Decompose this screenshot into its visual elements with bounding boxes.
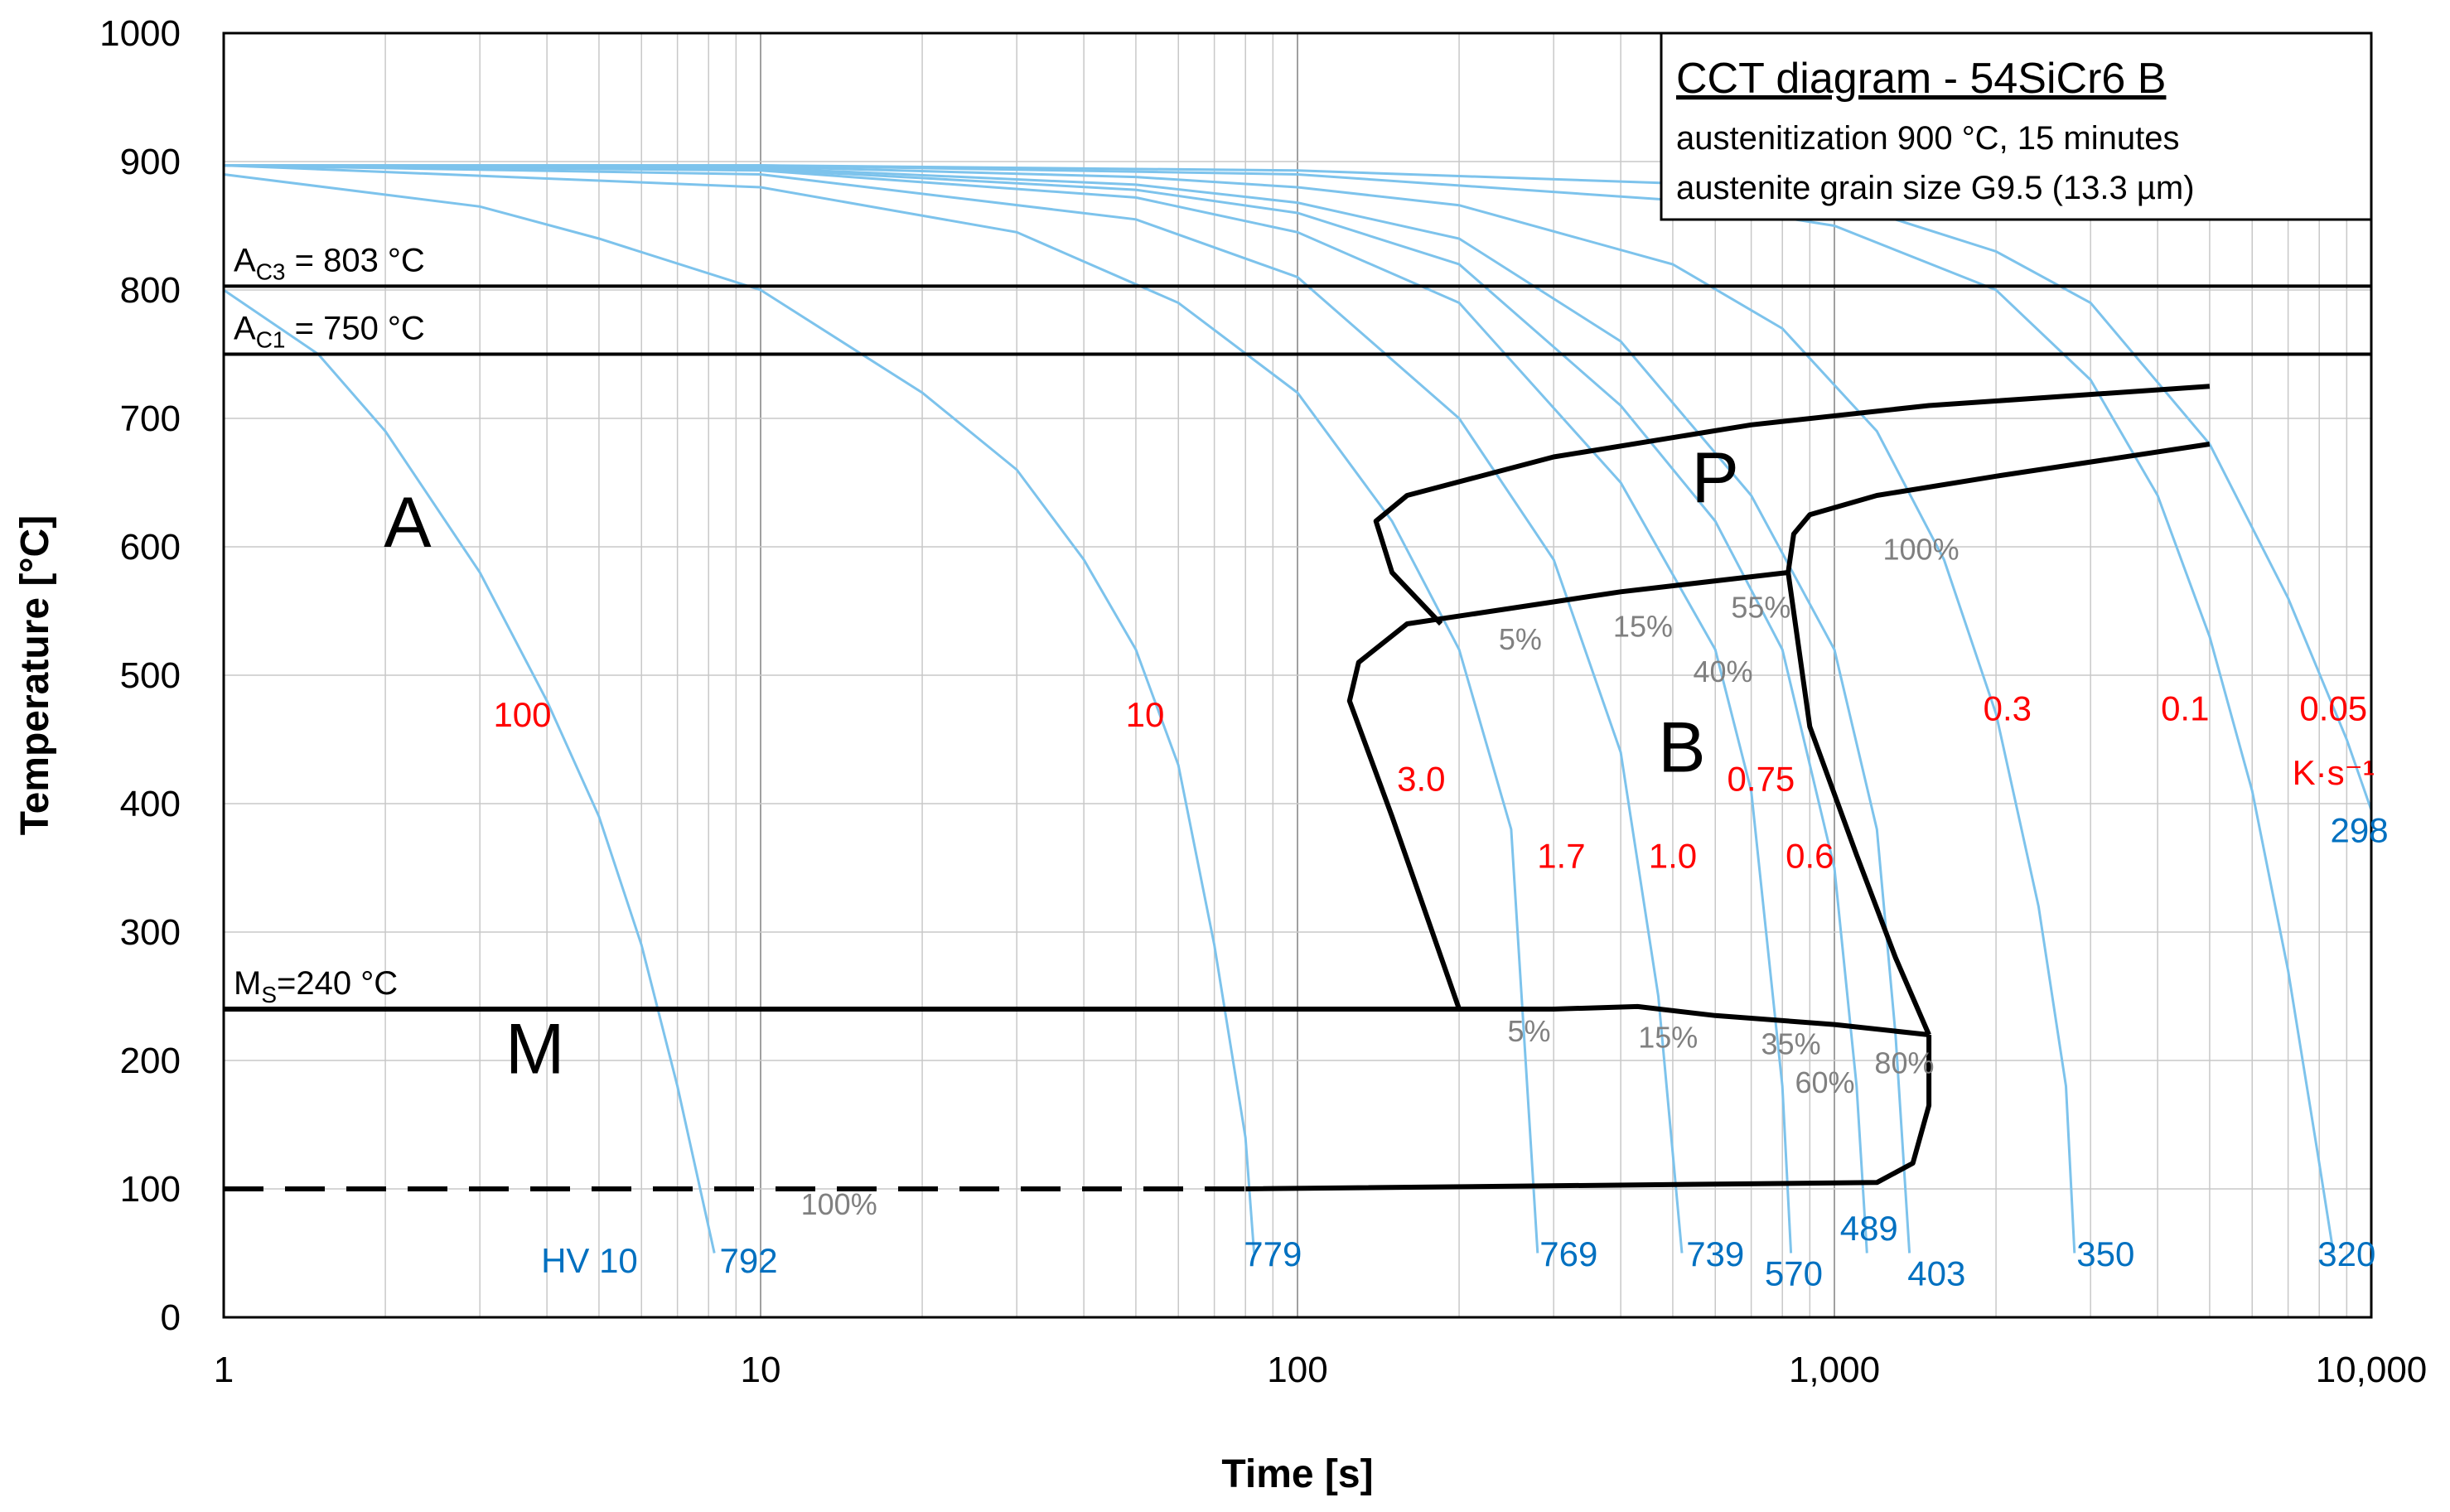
cooling-curve-3_0 bbox=[223, 164, 1539, 1254]
percent-label: 100% bbox=[801, 1187, 877, 1221]
rate-label: 0.75 bbox=[1728, 760, 1795, 799]
cooling-curve-1_7 bbox=[223, 164, 1684, 1254]
y-tick-label: 900 bbox=[120, 142, 181, 182]
hardness-label: 403 bbox=[1907, 1254, 1965, 1292]
region-label-b: B bbox=[1658, 708, 1705, 787]
percent-label: 35% bbox=[1761, 1027, 1821, 1060]
rate-label: 0.3 bbox=[1984, 688, 2032, 727]
hardness-label: HV 10 bbox=[541, 1241, 638, 1280]
x-axis-title: Time [s] bbox=[1221, 1452, 1373, 1496]
hardness-label: 739 bbox=[1686, 1234, 1744, 1273]
cooling-curve-1_0 bbox=[223, 164, 1793, 1254]
region-label-p: P bbox=[1692, 438, 1739, 518]
reference-lines: AC3 = 803 °C AC1 = 750 °C MS=240 °C bbox=[224, 242, 2371, 1191]
y-tick-label: 400 bbox=[120, 784, 181, 824]
y-tick-label: 200 bbox=[120, 1041, 181, 1081]
region-label-m: M bbox=[505, 1010, 565, 1089]
rate-label: 10 bbox=[1126, 695, 1165, 734]
chart-subtitle-austenitization: austenitization 900 °C, 15 minutes bbox=[1676, 120, 2179, 157]
axis-ticks: 1 10 100 1,000 10,000 0 100 200 300 400 500 600 700 8… bbox=[99, 13, 2427, 1390]
x-tick-label: 1,000 bbox=[1789, 1350, 1880, 1390]
chart-title: CCT diagram - 54SiCr6 B bbox=[1676, 55, 2166, 103]
x-tick-label: 10 bbox=[741, 1350, 781, 1390]
boundary-mf-end bbox=[1245, 1035, 1932, 1191]
y-tick-label: 100 bbox=[120, 1169, 181, 1210]
rate-label: 3.0 bbox=[1397, 760, 1445, 799]
cooling-curve-0_1 bbox=[224, 164, 2335, 1254]
y-tick-label: 800 bbox=[120, 270, 181, 311]
info-box: CCT diagram - 54SiCr6 B austenitization … bbox=[1660, 31, 2373, 221]
boundary-m-start bbox=[224, 1003, 1930, 1037]
x-tick-label: 10,000 bbox=[2316, 1350, 2428, 1390]
boundary-p-end bbox=[1786, 442, 2211, 573]
boundary-b-end bbox=[1786, 572, 1931, 1036]
cooling-curve-0_6 bbox=[223, 164, 1911, 1254]
cooling-curve-0_75 bbox=[223, 164, 1868, 1254]
chart-subtitle-grain-size: austenite grain size G9.5 (13.3 µm) bbox=[1676, 170, 2195, 206]
hardness-label: 769 bbox=[1539, 1234, 1597, 1273]
rate-label: 1.7 bbox=[1537, 837, 1585, 876]
percent-label: 5% bbox=[1499, 622, 1542, 656]
hardness-label: 298 bbox=[2331, 811, 2389, 850]
plot-frame bbox=[222, 31, 2373, 1319]
y-tick-label: 0 bbox=[161, 1297, 181, 1338]
boundary-p-start bbox=[1373, 384, 2211, 626]
label-ac3: AC3 = 803 °C bbox=[234, 242, 425, 284]
x-tick-label: 100 bbox=[1267, 1350, 1327, 1390]
rate-label: 0.05 bbox=[2299, 688, 2367, 727]
hardness-label: 779 bbox=[1244, 1234, 1302, 1273]
y-axis-title: Temperature [°C] bbox=[13, 515, 57, 835]
label-ac1: AC1 = 750 °C bbox=[234, 311, 425, 353]
percent-label: 80% bbox=[1874, 1046, 1934, 1080]
cooling-curve-0_3 bbox=[223, 164, 2076, 1254]
phase-boundaries bbox=[224, 384, 2211, 1191]
rate-label: 0.6 bbox=[1786, 837, 1834, 876]
cooling-curve-0_05 bbox=[224, 164, 2373, 811]
rate-label: K·s⁻¹ bbox=[2293, 753, 2375, 792]
x-tick-label: 1 bbox=[214, 1350, 234, 1390]
percent-label: 100% bbox=[1883, 533, 1960, 567]
hardness-label: 350 bbox=[2076, 1234, 2134, 1273]
label-ms: MS=240 °C bbox=[234, 965, 398, 1007]
hardness-label: 570 bbox=[1765, 1254, 1823, 1292]
rate-label: 100 bbox=[493, 695, 551, 734]
y-tick-label: 600 bbox=[120, 527, 181, 568]
percent-label: 55% bbox=[1731, 590, 1790, 624]
region-label-a: A bbox=[384, 483, 432, 563]
y-tick-label: 500 bbox=[120, 655, 181, 696]
rate-label: 1.0 bbox=[1649, 837, 1697, 876]
chart-labels: A P B M 100 10 3.0 1.7 1.0 0.75 0.6 0.3 0.1 0.05 K·s⁻¹… bbox=[384, 438, 2388, 1293]
hardness-label: 792 bbox=[720, 1241, 778, 1280]
percent-label: 15% bbox=[1638, 1021, 1698, 1055]
hardness-label: 320 bbox=[2317, 1234, 2375, 1273]
percent-label: 5% bbox=[1508, 1014, 1551, 1048]
boundary-b-start bbox=[1346, 570, 1789, 1010]
percent-label: 40% bbox=[1693, 655, 1752, 688]
cooling-curve-10 bbox=[223, 173, 1256, 1254]
y-tick-label: 1000 bbox=[99, 13, 181, 54]
rate-label: 0.1 bbox=[2161, 688, 2209, 727]
info-box-frame bbox=[1660, 31, 2373, 221]
hardness-label: 489 bbox=[1840, 1209, 1898, 1248]
cooling-curves bbox=[223, 164, 2373, 1254]
percent-label: 60% bbox=[1795, 1065, 1854, 1099]
percent-label: 15% bbox=[1613, 610, 1673, 644]
cooling-curve-100 bbox=[223, 288, 716, 1254]
y-tick-label: 300 bbox=[120, 912, 181, 953]
y-tick-label: 700 bbox=[120, 399, 181, 439]
